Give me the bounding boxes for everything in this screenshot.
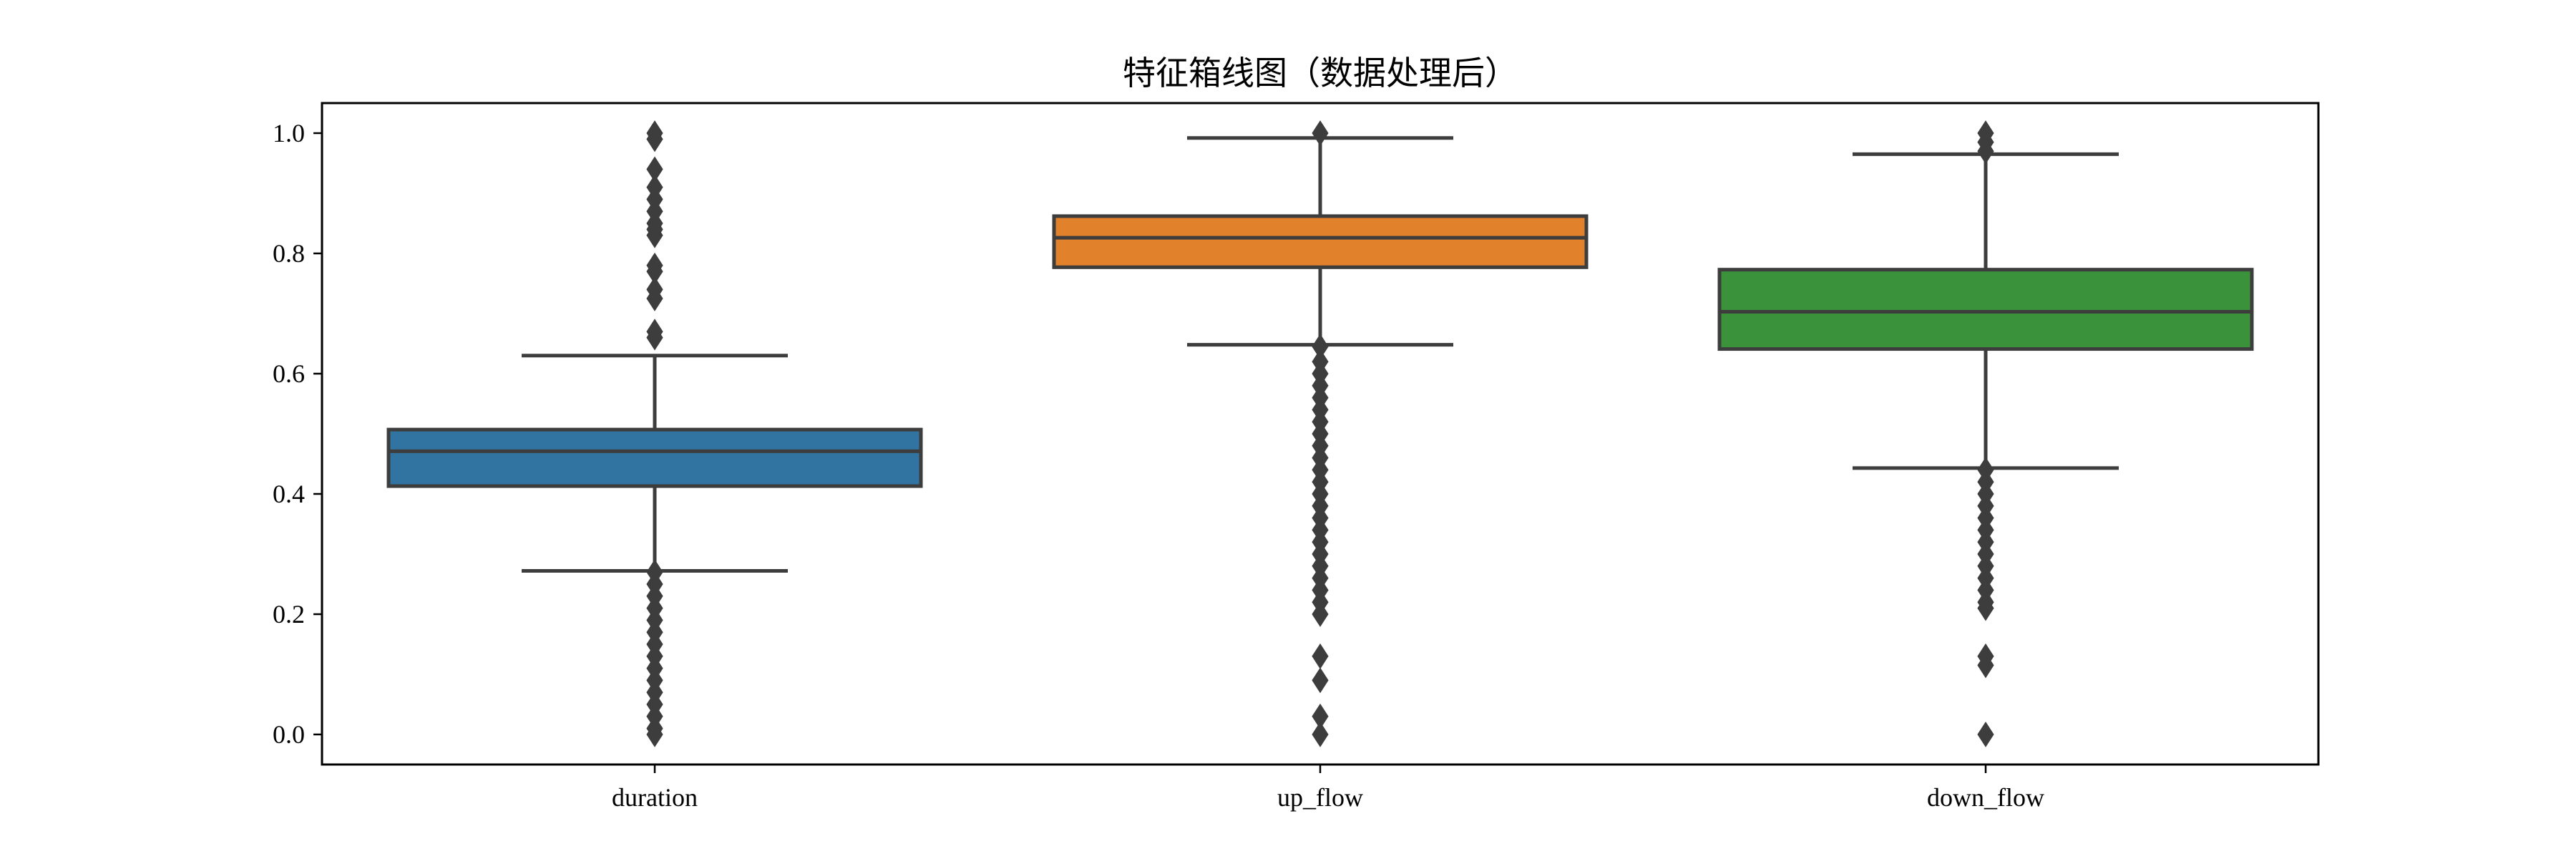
box-up_flow [1052, 214, 1589, 269]
y-tick-label-1: 0.2 [273, 600, 305, 629]
y-tick-label-5: 1.0 [273, 119, 305, 147]
outlier-duration-1 [646, 126, 663, 152]
outlier-down_flow-2 [1977, 138, 1994, 165]
box-duration [386, 427, 923, 488]
outlier-up_flow-25 [1312, 667, 1329, 694]
outlier-down_flow-18 [1977, 722, 1994, 747]
x-tick-label-up_flow: up_flow [1277, 783, 1363, 812]
y-tick-label-2: 0.4 [273, 480, 305, 508]
plot-area: 0.0 0.2 0.4 0.6 0.8 1.0 duration up_flow down_fl… [273, 119, 2254, 812]
x-tick-label-duration: duration [612, 783, 698, 812]
outlier-up_flow-23 [1312, 601, 1329, 627]
chart-title: 特征箱线图（数据处理后） [1123, 54, 1518, 92]
x-tick-label-down_flow: down_flow [1927, 783, 2044, 812]
outlier-duration-29 [646, 722, 663, 747]
outlier-down_flow-17 [1977, 652, 1994, 679]
outlier-duration-12 [646, 286, 663, 311]
outlier-duration-8 [646, 222, 663, 248]
y-tick-label-3: 0.6 [273, 359, 305, 388]
outlier-duration-14 [646, 324, 663, 351]
y-tick-label-0: 0.0 [273, 720, 305, 749]
box-down_flow [1717, 268, 2254, 351]
outlier-down_flow-15 [1977, 595, 1994, 621]
y-tick-label-4: 0.8 [273, 239, 305, 268]
plot-frame [321, 102, 2320, 766]
outlier-up_flow-0 [1312, 120, 1329, 146]
outlier-up_flow-27 [1312, 722, 1329, 747]
